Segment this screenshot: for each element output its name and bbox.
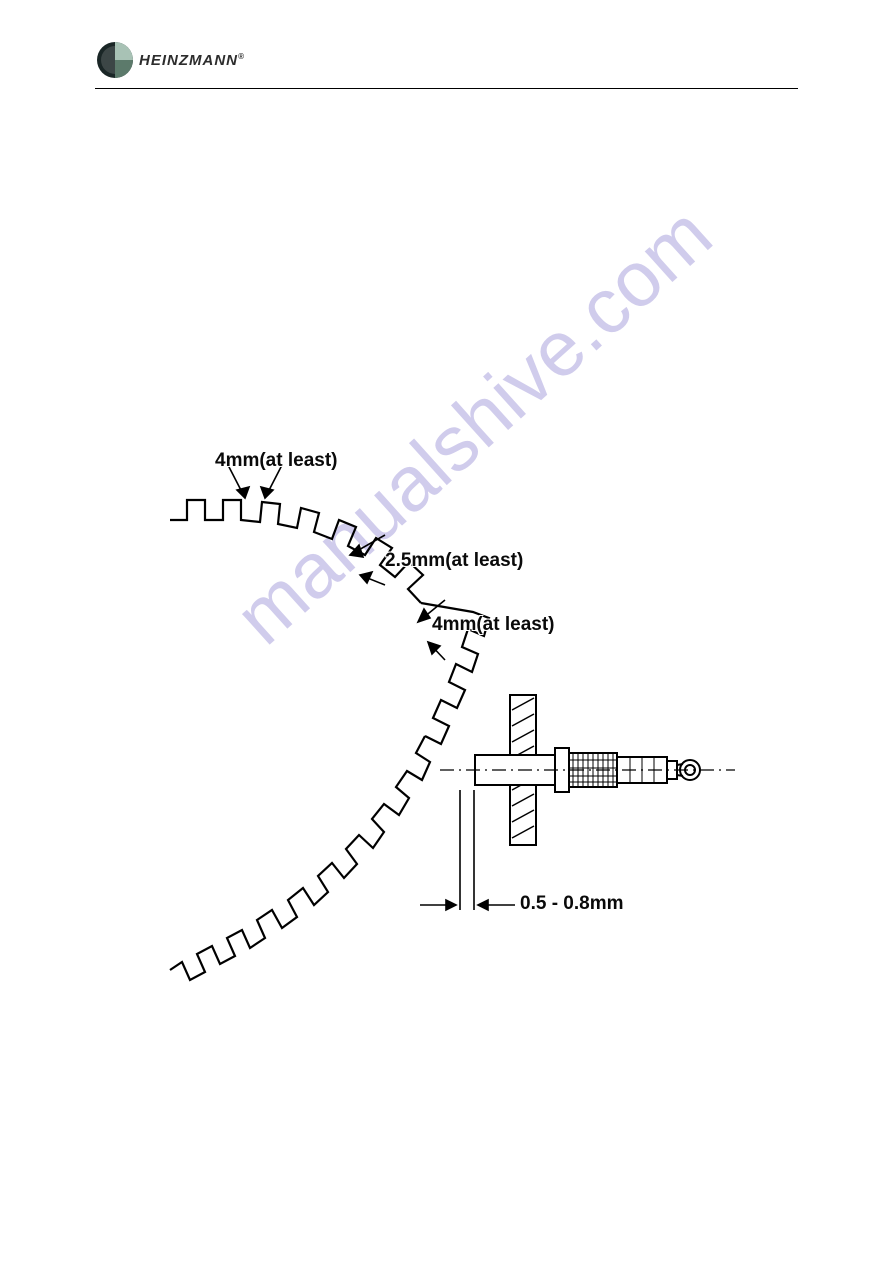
page-header: HEINZMANN® <box>95 40 798 89</box>
brand-text: HEINZMANN® <box>139 52 245 69</box>
label-gap-width: 2.5mm(at least) <box>385 550 523 572</box>
logo-wrap: HEINZMANN® <box>95 40 245 80</box>
brand-logo-icon <box>95 40 135 80</box>
label-tooth-height: 4mm(at least) <box>432 614 555 636</box>
label-sensor-gap: 0.5 - 0.8mm <box>520 893 624 915</box>
gear-sensor-diagram: 4mm(at least) 2.5mm(at least) 4mm(at lea… <box>160 350 760 1050</box>
label-tooth-width: 4mm(at least) <box>215 450 338 472</box>
